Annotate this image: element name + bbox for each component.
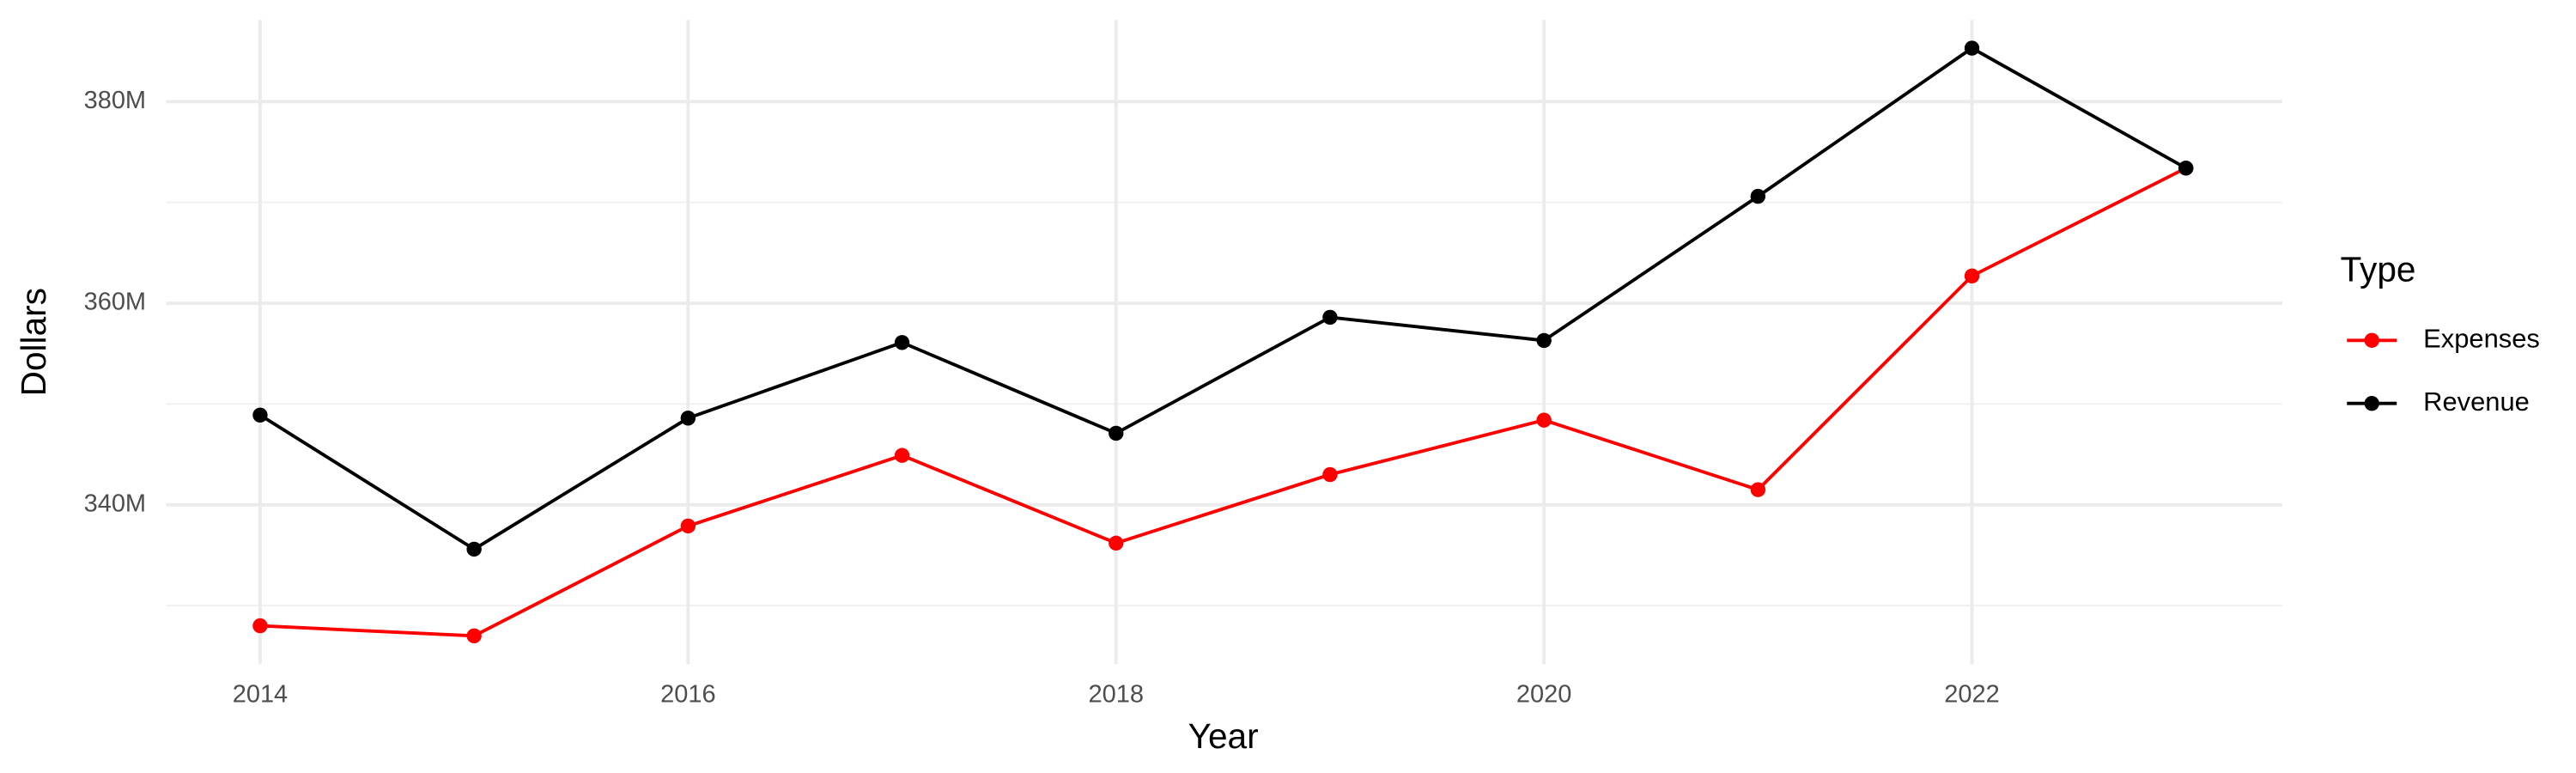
data-point [1322,466,1338,483]
data-point [2178,161,2194,176]
data-point [1322,309,1338,326]
data-point [1750,188,1766,204]
legend-key-point [2364,396,2379,411]
x-axis-title: Year [1188,716,1259,756]
data-point [680,411,696,426]
data-point [680,518,696,534]
data-point [1964,268,1980,284]
x-tick-label: 2018 [1088,681,1143,709]
legend-title: Type [2341,250,2416,289]
legend-label: Revenue [2423,386,2530,417]
legend-key-point [2364,332,2379,348]
y-tick-label: 360M [84,289,147,316]
data-point [1109,425,1124,441]
data-point [1536,412,1552,428]
data-point [1964,40,1980,56]
data-point [466,628,482,644]
x-tick-label: 2016 [660,681,715,709]
series-line [258,46,2187,551]
data-point [252,407,268,423]
data-point [894,335,910,350]
x-tick-label: 2020 [1516,681,1571,709]
y-tick-label: 340M [84,490,147,517]
data-point [1109,535,1124,551]
data-point [466,541,482,557]
data-point [894,447,910,463]
data-point [252,618,268,634]
y-tick-label: 380M [84,87,147,114]
series-line [259,167,2187,638]
x-tick-label: 2022 [1944,681,1999,709]
y-axis-title: Dollars [14,288,53,396]
legend-label: Expenses [2423,323,2540,353]
data-point [1536,332,1552,349]
x-tick-label: 2014 [233,681,288,709]
data-point [1750,482,1766,497]
